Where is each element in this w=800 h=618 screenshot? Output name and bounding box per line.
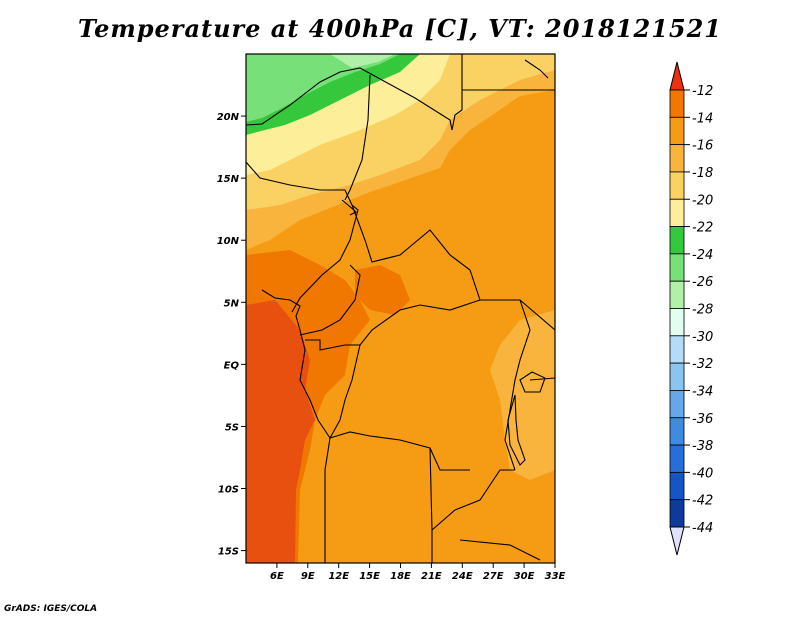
border-uganda-kenya <box>529 377 555 381</box>
colorbar-label: -40 <box>692 466 713 481</box>
colorbar-swatch <box>669 417 685 446</box>
colorbar-label: -42 <box>692 494 713 509</box>
lat-tick-label: 10S <box>218 485 239 496</box>
colorbar-label: -32 <box>692 357 713 372</box>
colorbar-swatch <box>669 144 685 173</box>
lat-tick-label: 10N <box>217 236 240 247</box>
lon-tick-label: 12E <box>328 571 349 582</box>
lat-tick-label: 20N <box>217 112 240 123</box>
colorbar-swatch <box>669 116 685 146</box>
axis-ticks: 6E 9E 12E 15E 18E 21E 24E 27E 30E 33E 20N 15N 10N 5N E… <box>217 112 566 582</box>
map-title: Temperature at 400hPa [C], VT: 201812152… <box>77 14 723 43</box>
colorbar: -12 -14 -16 -18 -20 -22 -24 -26 -28 -30 -32 -34 -36 -… <box>669 61 713 556</box>
colorbar-label: -24 <box>692 248 713 263</box>
river-nile-north <box>524 59 549 79</box>
lat-tick-label: 15S <box>218 547 239 558</box>
lat-tick-label: 5N <box>224 298 240 309</box>
lon-tick-label: 33E <box>545 571 566 582</box>
lat-tick-label: 5S <box>225 422 239 433</box>
border-angola-west <box>324 437 331 563</box>
colorbar-label: -44 <box>692 521 713 536</box>
grads-credit: GrADS: IGES/COLA <box>4 604 98 614</box>
border-nigeria <box>246 161 359 313</box>
border-car <box>351 204 555 331</box>
border-gabon-congo <box>305 299 481 351</box>
lon-tick-label: 15E <box>359 571 380 582</box>
border-great-lakes <box>504 299 531 471</box>
colorbar-label: -22 <box>692 221 713 236</box>
border-cameroon <box>299 264 361 336</box>
colorbar-swatch <box>669 362 685 391</box>
colorbar-bottom-arrow <box>669 526 685 556</box>
coastline-west <box>261 289 331 439</box>
colorbar-label: -16 <box>692 139 713 154</box>
border-sahara <box>246 54 463 131</box>
border-niger-chad <box>344 74 371 201</box>
colorbar-label: -20 <box>692 193 713 208</box>
colorbar-label: -26 <box>692 275 713 290</box>
colorbar-label: -36 <box>692 412 713 427</box>
colorbar-swatch <box>669 89 685 118</box>
colorbar-swatch <box>669 335 685 364</box>
field-band-28 <box>330 54 395 68</box>
lake-chad <box>341 199 357 216</box>
colorbar-swatch <box>669 499 685 528</box>
border-drc-south <box>328 344 470 471</box>
colorbar-swatch <box>669 171 685 200</box>
field-band-12-coast <box>246 300 315 563</box>
lake-tanganyika <box>507 394 526 466</box>
colorbar-swatch <box>669 253 685 282</box>
country-borders <box>246 54 555 563</box>
lon-tick-label: 30E <box>514 571 535 582</box>
lon-tick-label: 9E <box>301 571 315 582</box>
colorbar-label: -12 <box>692 84 713 99</box>
colorbar-swatch <box>669 444 685 473</box>
lon-tick-label: 24E <box>452 571 473 582</box>
field-patch-14-central <box>355 265 410 315</box>
lake-victoria <box>519 371 546 393</box>
lon-tick-label: 27E <box>483 571 504 582</box>
lat-tick-label: EQ <box>224 360 240 371</box>
lat-tick-label: 15N <box>217 174 240 185</box>
colorbar-swatch <box>669 226 685 255</box>
colorbar-label: -38 <box>692 439 713 454</box>
colorbar-swatch <box>669 308 685 337</box>
colorbar-swatch <box>669 471 685 501</box>
lon-tick-label: 18E <box>390 571 411 582</box>
lon-tick-label: 6E <box>270 571 284 582</box>
border-angola-east <box>429 447 515 532</box>
colorbar-top-arrow <box>669 61 685 91</box>
colorbar-label: -34 <box>692 384 713 399</box>
colorbar-label: -18 <box>692 166 713 181</box>
colorbar-swatch <box>669 198 685 227</box>
temperature-field <box>246 54 555 563</box>
field-patch-18-east <box>490 310 555 480</box>
colorbar-label: -14 <box>692 111 713 126</box>
colorbar-label: -28 <box>692 303 713 318</box>
colorbar-label: -30 <box>692 330 713 345</box>
colorbar-swatch <box>669 390 685 419</box>
field-band-26 <box>246 54 400 122</box>
colorbar-swatch <box>669 280 685 309</box>
border-zambezi <box>459 539 541 561</box>
lon-tick-label: 21E <box>421 571 442 582</box>
